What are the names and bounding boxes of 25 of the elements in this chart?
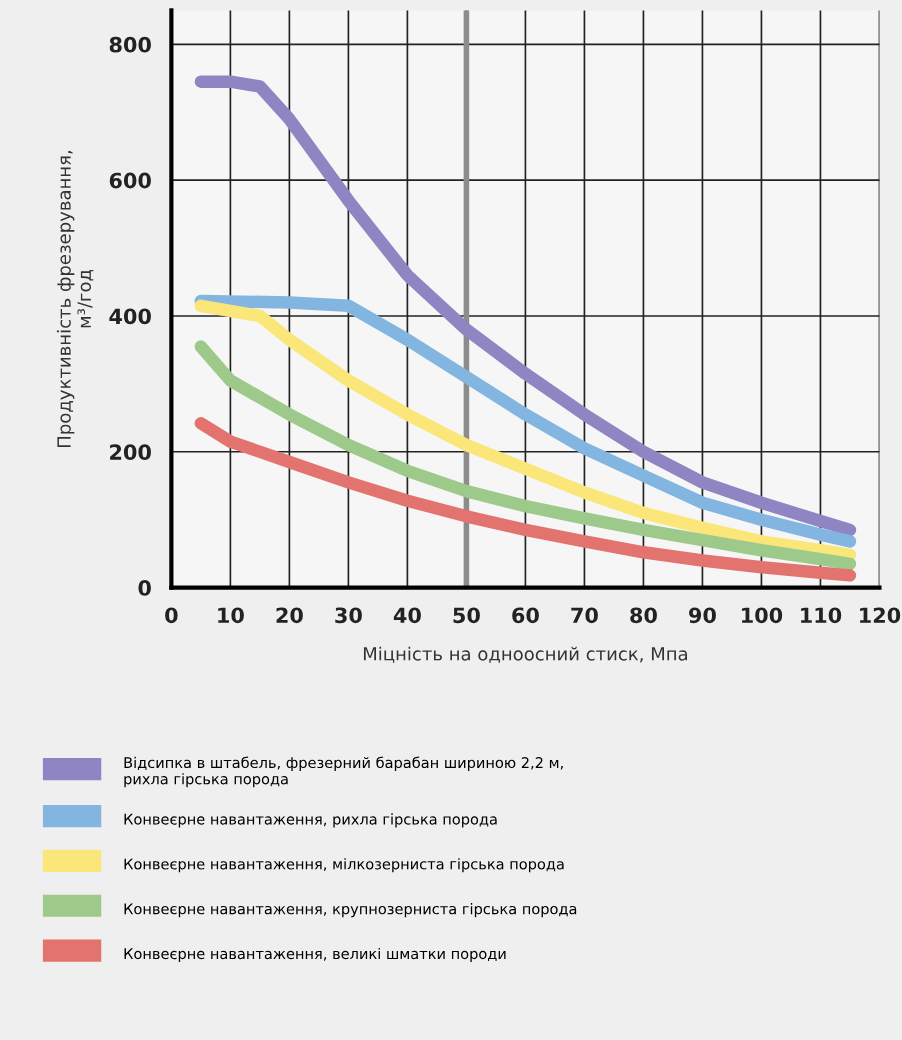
x-tick-label: 70	[571, 607, 598, 624]
x-tick-label: 20	[276, 607, 303, 624]
x-tick-label: 30	[335, 607, 362, 624]
x-tick-label: 90	[689, 607, 716, 624]
y-tick-label: 800	[109, 36, 151, 53]
y-tick-label: 200	[110, 444, 151, 460]
x-axis-title: Міцність на одноосний стиск, Мпа	[363, 646, 687, 663]
legend-label: Конвеєрне навантаження, рихла гірська порода	[124, 813, 497, 828]
x-tick-label: 120	[860, 607, 901, 624]
x-tick-label: 50	[453, 607, 480, 624]
y-tick-label: 400	[109, 308, 151, 325]
y-tick-label: 0	[138, 580, 151, 596]
y-axis-title: Продуктивність фрезерування, м³/год	[56, 151, 94, 447]
x-tick-label: 80	[630, 607, 657, 624]
x-tick-label: 60	[512, 607, 539, 624]
legend-label: Конвеєрне навантаження, мілкозерниста гірська порода	[124, 858, 564, 873]
legend-label: Конвеєрне навантаження, крупнозерниста гірська порода	[124, 903, 577, 918]
x-tick-label: 110	[801, 607, 842, 624]
y-tick-label: 600	[109, 172, 151, 189]
legend-label: Конвеєрне навантаження, великі шматки породи	[124, 947, 506, 963]
x-tick-label: 100	[742, 607, 783, 624]
x-tick-label: 0	[165, 607, 178, 624]
x-tick-label: 10	[218, 607, 244, 624]
legend-label: Відсипка в штабель, фрезерний барабан шириною 2,2 м, рихла гірська порода	[124, 756, 563, 788]
x-tick-label: 40	[393, 607, 421, 624]
